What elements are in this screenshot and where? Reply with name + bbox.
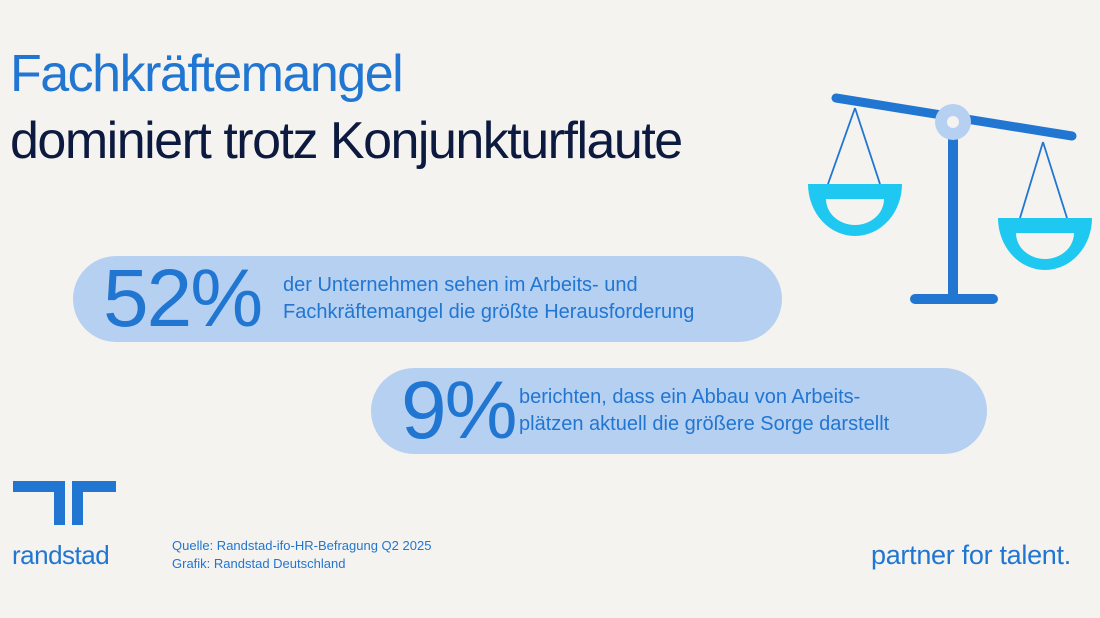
- stat-description-line: der Unternehmen sehen im Arbeits- und: [283, 274, 638, 297]
- source-credits: Quelle: Randstad-ifo-HR-Befragung Q2 202…: [172, 537, 431, 572]
- tagline: partner for talent.: [871, 540, 1071, 570]
- title-line-1: Fachkräftemangel: [10, 45, 404, 103]
- stat-description-line: plätzen aktuell die größere Sorge darste…: [519, 413, 890, 435]
- stat-value: 9%: [401, 365, 518, 456]
- stat-description-line: berichten, dass ein Abbau von Arbeits-: [519, 386, 861, 409]
- stat-description: berichten, dass ein Abbau von Arbeits- p…: [519, 384, 889, 437]
- title-line-2: dominiert trotz Konjunkturflaute: [10, 112, 683, 170]
- randstad-logo-text: randstad: [12, 540, 110, 570]
- graphic-credit-line: Grafik: Randstad Deutschland: [172, 555, 346, 571]
- stat-card-52: 52% der Unternehmen sehen im Arbeits- un…: [73, 256, 782, 342]
- source-line: Quelle: Randstad-ifo-HR-Befragung Q2 202…: [172, 538, 432, 553]
- stat-description-line: Fachkräftemangel die größte Herausforder…: [283, 301, 695, 323]
- stat-description: der Unternehmen sehen im Arbeits- und Fa…: [283, 272, 694, 325]
- stat-card-9: 9% berichten, dass ein Abbau von Arbeits…: [371, 368, 987, 454]
- scale-icon: [808, 93, 1092, 304]
- stat-value: 52%: [103, 253, 263, 344]
- randstad-logo-icon: [13, 481, 116, 525]
